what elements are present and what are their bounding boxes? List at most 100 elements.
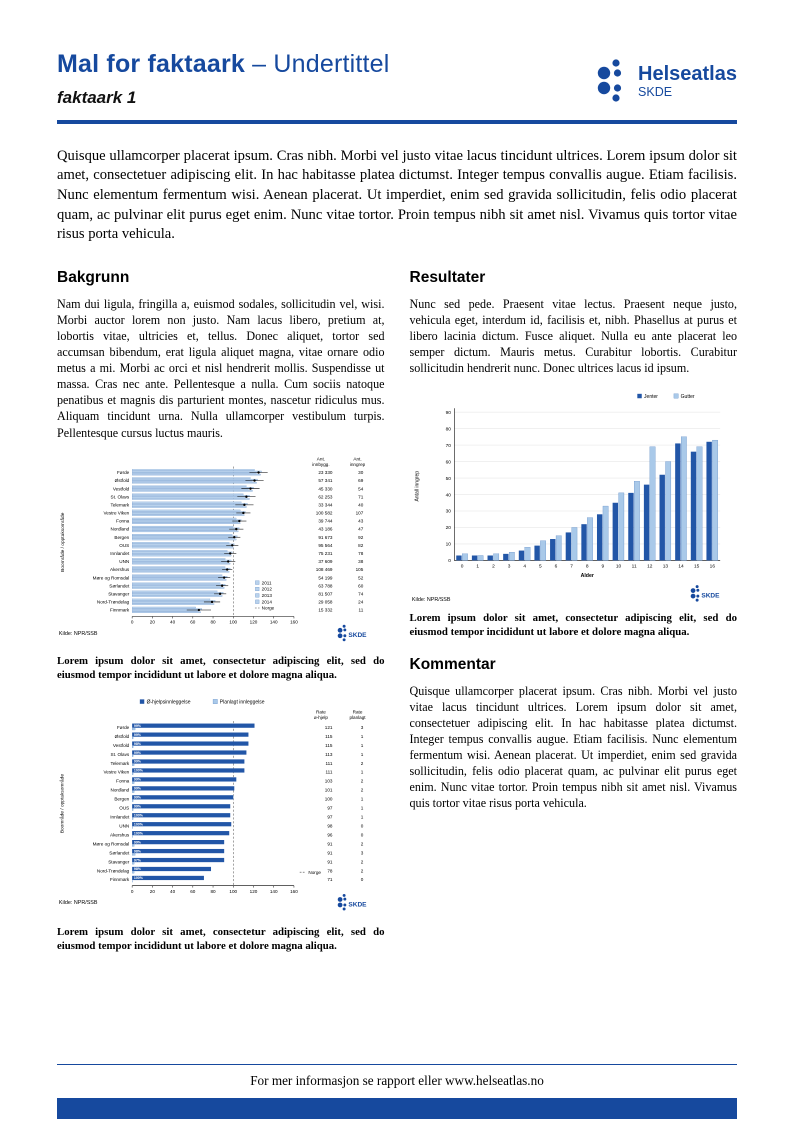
svg-text:80: 80 xyxy=(210,889,216,894)
svg-text:Nordland: Nordland xyxy=(111,787,130,792)
svg-text:43 186: 43 186 xyxy=(318,526,333,531)
svg-text:103: 103 xyxy=(325,778,333,783)
svg-text:Nord-Trøndelag: Nord-Trøndelag xyxy=(97,868,130,873)
svg-text:Førde: Førde xyxy=(117,725,130,730)
svg-text:0: 0 xyxy=(361,823,364,828)
svg-text:Innlandet: Innlandet xyxy=(110,551,130,556)
svg-text:2013: 2013 xyxy=(262,593,273,598)
svg-text:Nordland: Nordland xyxy=(111,526,130,531)
svg-text:121: 121 xyxy=(325,725,333,730)
svg-text:40: 40 xyxy=(445,493,451,499)
svg-text:69: 69 xyxy=(358,478,364,483)
title-block: Mal for faktaark – Undertittel faktaark … xyxy=(57,50,390,108)
svg-text:45 330: 45 330 xyxy=(318,486,333,491)
header: Mal for faktaark – Undertittel faktaark … xyxy=(0,0,794,108)
svg-text:99%: 99% xyxy=(134,724,142,728)
two-column-layout: Bakgrunn Nam dui ligula, fringilla a, eu… xyxy=(57,269,737,965)
svg-text:100: 100 xyxy=(325,796,333,801)
svg-text:1: 1 xyxy=(361,752,364,757)
svg-text:97%: 97% xyxy=(134,858,142,862)
svg-text:13: 13 xyxy=(662,564,668,570)
chart-acute-vs-planned: Ø-hjelpsinnleggelse Planlagt innleggelse R… xyxy=(59,698,367,911)
svg-text:20: 20 xyxy=(150,889,156,894)
svg-text:inngrep: inngrep xyxy=(350,462,366,467)
svg-text:Østfold: Østfold xyxy=(115,734,130,739)
resultater-text: Nunc sed pede. Praesent vitae lectus. Pr… xyxy=(409,296,738,376)
svg-text:39 744: 39 744 xyxy=(318,518,333,523)
svg-text:40: 40 xyxy=(358,502,364,507)
svg-text:100 582: 100 582 xyxy=(316,510,333,515)
svg-text:100%: 100% xyxy=(134,822,144,826)
footer-bar xyxy=(57,1098,737,1119)
logo-org: SKDE xyxy=(638,84,673,99)
svg-text:50: 50 xyxy=(445,476,451,482)
svg-text:Finnmark: Finnmark xyxy=(110,877,130,882)
svg-text:0: 0 xyxy=(361,832,364,837)
svg-text:10: 10 xyxy=(445,542,451,548)
svg-text:12: 12 xyxy=(647,564,653,570)
intro-paragraph: Quisque ullamcorper placerat ipsum. Cras… xyxy=(57,147,737,243)
svg-text:1: 1 xyxy=(361,769,364,774)
svg-text:107: 107 xyxy=(356,510,364,515)
svg-text:100: 100 xyxy=(229,889,237,894)
svg-text:6: 6 xyxy=(554,564,557,570)
svg-text:16: 16 xyxy=(709,564,715,570)
svg-text:98: 98 xyxy=(327,823,333,828)
svg-text:91: 91 xyxy=(327,841,333,846)
svg-text:99%: 99% xyxy=(134,759,142,763)
svg-text:40: 40 xyxy=(170,889,176,894)
svg-text:78: 78 xyxy=(327,868,333,873)
svg-text:innbygg.: innbygg. xyxy=(312,462,329,467)
svg-text:100%: 100% xyxy=(134,876,144,880)
logo-text: Helseatlas SKDE xyxy=(638,63,737,99)
svg-text:SKDE: SKDE xyxy=(701,593,720,600)
svg-text:St. Olavs: St. Olavs xyxy=(111,752,130,757)
svg-text:Alder: Alder xyxy=(580,573,593,579)
svg-text:91 673: 91 673 xyxy=(318,534,333,539)
section-heading-bakgrunn: Bakgrunn xyxy=(57,268,130,286)
svg-text:100%: 100% xyxy=(134,768,144,772)
chart3-caption: Lorem ipsum dolor sit amet, consectetur … xyxy=(409,612,738,639)
svg-text:2: 2 xyxy=(492,564,495,570)
svg-text:Ant.: Ant. xyxy=(353,456,361,461)
svg-text:ø-hjelp: ø-hjelp xyxy=(314,715,329,720)
svg-text:Fonna: Fonna xyxy=(116,518,130,523)
svg-text:3: 3 xyxy=(361,725,364,730)
svg-text:Bergen: Bergen xyxy=(114,796,129,801)
svg-text:Rate: Rate xyxy=(353,709,363,714)
svg-text:113: 113 xyxy=(325,752,333,757)
svg-text:Stavanger: Stavanger xyxy=(108,859,129,864)
helseatlas-logo-icon xyxy=(597,59,622,102)
footer-link[interactable]: www.helseatlas.no xyxy=(445,1073,544,1088)
svg-text:2: 2 xyxy=(361,760,364,765)
left-column: Bakgrunn Nam dui ligula, fringilla a, eu… xyxy=(57,269,385,965)
svg-text:120: 120 xyxy=(250,889,258,894)
svg-text:Bergen: Bergen xyxy=(114,534,129,539)
svg-text:38: 38 xyxy=(358,559,364,564)
svg-text:90: 90 xyxy=(445,410,451,416)
right-column: Resultater Nunc sed pede. Praesent vitae… xyxy=(410,269,738,965)
svg-text:37 609: 37 609 xyxy=(318,559,333,564)
svg-text:Nord-Trøndelag: Nord-Trøndelag xyxy=(97,599,130,604)
svg-text:80: 80 xyxy=(210,619,216,624)
svg-text:47: 47 xyxy=(358,526,364,531)
svg-text:4: 4 xyxy=(523,564,526,570)
svg-text:1: 1 xyxy=(361,734,364,739)
svg-text:2012: 2012 xyxy=(262,586,273,591)
svg-text:Vestfold: Vestfold xyxy=(113,743,130,748)
svg-text:Kilde: NPR/SSB: Kilde: NPR/SSB xyxy=(411,597,450,603)
svg-text:Planlagt innleggelse: Planlagt innleggelse xyxy=(220,699,265,705)
section-heading-resultater: Resultater xyxy=(409,268,486,286)
svg-text:60: 60 xyxy=(190,619,196,624)
svg-text:2014: 2014 xyxy=(262,599,273,604)
svg-text:Boområde / opptaksområde: Boområde / opptaksområde xyxy=(59,512,66,572)
svg-text:Vestfold: Vestfold xyxy=(113,486,130,491)
svg-text:60: 60 xyxy=(190,889,196,894)
svg-text:115: 115 xyxy=(325,743,333,748)
svg-text:Førde: Førde xyxy=(117,470,130,475)
svg-text:SKDE: SKDE xyxy=(348,632,367,639)
svg-text:3: 3 xyxy=(507,564,510,570)
svg-text:Møre og Romsdal: Møre og Romsdal xyxy=(93,575,130,580)
svg-text:Akershus: Akershus xyxy=(110,832,130,837)
